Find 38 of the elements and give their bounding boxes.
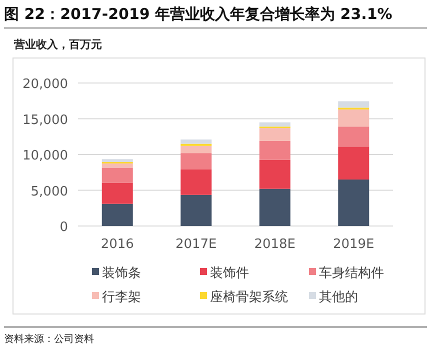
bar bbox=[338, 109, 370, 127]
text: 资料来源：公司资料 bbox=[4, 333, 94, 345]
bar bbox=[180, 146, 212, 154]
y-axis-title: 营业收入，百万元 bbox=[13, 38, 102, 51]
x-tick-label: 2019E bbox=[332, 237, 374, 252]
y-tick-label: 5,000 bbox=[30, 184, 68, 200]
legend-label: 装饰件 bbox=[210, 266, 249, 281]
y-tick-label: 20,000 bbox=[22, 77, 68, 92]
legend-label: 行李架 bbox=[102, 290, 141, 305]
bar bbox=[259, 188, 290, 226]
bar bbox=[102, 182, 133, 204]
bar bbox=[180, 153, 212, 170]
bar bbox=[338, 146, 370, 180]
legend-label: 装饰条 bbox=[102, 266, 141, 281]
bar bbox=[102, 159, 133, 162]
x-tick-label: 2018E bbox=[254, 237, 296, 252]
bar bbox=[259, 128, 290, 141]
y-tick-label: 0 bbox=[60, 220, 68, 235]
bar bbox=[259, 140, 290, 160]
chart-title: 图 22：2017-2019 年营业收入年复合增长率为 23.1% bbox=[4, 5, 392, 23]
bar bbox=[338, 101, 370, 108]
bar bbox=[259, 122, 290, 127]
bar bbox=[180, 139, 212, 144]
legend-label: 座椅骨架系统 bbox=[210, 289, 288, 305]
bar bbox=[338, 126, 370, 147]
y-tick-label: 15,000 bbox=[22, 112, 68, 128]
bar bbox=[102, 168, 133, 183]
bar bbox=[338, 180, 370, 226]
bar bbox=[102, 163, 133, 168]
x-tick-label: 2016 bbox=[100, 237, 134, 252]
x-tick-label: 2017E bbox=[175, 237, 217, 252]
bar bbox=[102, 204, 133, 226]
bar bbox=[180, 170, 212, 195]
bar bbox=[180, 194, 212, 226]
legend-label: 车身结构件 bbox=[319, 266, 384, 281]
y-tick-label: 10,000 bbox=[22, 148, 68, 164]
bar bbox=[259, 160, 290, 189]
legend-label: 其他的 bbox=[319, 290, 358, 305]
